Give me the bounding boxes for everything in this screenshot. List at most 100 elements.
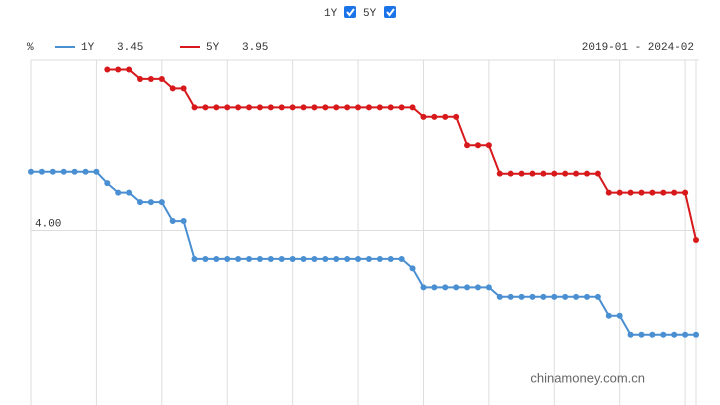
data-point xyxy=(289,104,296,111)
data-point xyxy=(474,284,481,291)
data-point xyxy=(551,170,558,177)
data-point xyxy=(191,255,198,262)
data-point xyxy=(660,331,667,338)
data-point xyxy=(49,168,56,175)
data-point xyxy=(605,189,612,196)
data-point xyxy=(573,293,580,300)
checkbox[interactable] xyxy=(344,6,356,18)
data-point xyxy=(104,66,111,73)
data-point xyxy=(376,255,383,262)
data-point xyxy=(267,104,274,111)
y-tick-label: 4.00 xyxy=(35,218,61,230)
data-point xyxy=(529,170,536,177)
data-point xyxy=(453,113,460,120)
data-point xyxy=(115,66,122,73)
data-point xyxy=(638,189,645,196)
series-line xyxy=(31,170,696,336)
data-point xyxy=(147,75,154,82)
data-point xyxy=(169,218,176,225)
data-point xyxy=(627,331,634,338)
data-point xyxy=(464,142,471,149)
data-point xyxy=(300,104,307,111)
data-point xyxy=(333,255,340,262)
data-point xyxy=(158,75,165,82)
data-point xyxy=(311,255,318,262)
data-point xyxy=(442,113,449,120)
data-point xyxy=(398,255,405,262)
data-point xyxy=(583,293,590,300)
toggle-label: 5Y xyxy=(363,8,377,20)
data-point xyxy=(507,170,514,177)
data-point xyxy=(71,168,78,175)
data-point xyxy=(671,189,678,196)
data-point xyxy=(28,168,34,175)
y-unit: % xyxy=(27,42,34,54)
data-point xyxy=(376,104,383,111)
data-point xyxy=(649,189,656,196)
data-point xyxy=(202,255,209,262)
data-point xyxy=(60,168,67,175)
data-point xyxy=(235,255,242,262)
data-point xyxy=(158,199,165,206)
data-point xyxy=(322,255,329,262)
data-point xyxy=(627,189,634,196)
data-point xyxy=(137,75,144,82)
data-point xyxy=(496,293,503,300)
data-point xyxy=(115,189,122,196)
data-point xyxy=(682,189,689,196)
data-point xyxy=(224,255,231,262)
data-point xyxy=(82,168,89,175)
data-point xyxy=(453,284,460,291)
data-point xyxy=(355,255,362,262)
check-mark xyxy=(386,8,395,17)
data-point xyxy=(464,284,471,291)
data-point xyxy=(365,104,372,111)
data-point xyxy=(485,284,492,291)
data-point xyxy=(420,113,427,120)
data-point xyxy=(300,255,307,262)
data-point xyxy=(191,104,198,111)
data-point xyxy=(365,255,372,262)
data-point xyxy=(311,104,318,111)
data-point xyxy=(224,104,231,111)
data-point xyxy=(398,104,405,111)
data-point xyxy=(246,255,253,262)
data-point xyxy=(573,170,580,177)
checkbox[interactable] xyxy=(384,6,396,18)
data-point xyxy=(529,293,536,300)
legend-label: 1Y xyxy=(81,42,95,54)
data-point xyxy=(246,104,253,111)
data-point xyxy=(420,284,427,291)
data-point xyxy=(278,255,285,262)
date-range: 2019-01 - 2024-02 xyxy=(582,42,694,54)
data-point xyxy=(431,113,438,120)
toggle-1y[interactable]: 1Y xyxy=(324,6,356,20)
data-point xyxy=(693,237,699,243)
data-point xyxy=(202,104,209,111)
data-point xyxy=(355,104,362,111)
legend-value: 3.45 xyxy=(117,42,143,54)
data-point xyxy=(562,170,569,177)
data-point xyxy=(660,189,667,196)
data-point xyxy=(213,255,220,262)
data-point xyxy=(137,199,144,206)
data-point xyxy=(638,331,645,338)
data-point xyxy=(126,189,133,196)
data-point xyxy=(235,104,242,111)
data-point xyxy=(289,255,296,262)
toggle-5y[interactable]: 5Y xyxy=(363,6,396,20)
data-point xyxy=(213,104,220,111)
data-point xyxy=(605,312,612,319)
check-mark xyxy=(346,8,355,17)
data-point xyxy=(278,104,285,111)
data-point xyxy=(180,85,187,92)
data-point xyxy=(562,293,569,300)
data-point xyxy=(322,104,329,111)
data-point xyxy=(496,170,503,177)
data-point xyxy=(474,142,481,149)
data-point xyxy=(333,104,340,111)
data-point xyxy=(344,104,351,111)
data-point xyxy=(344,255,351,262)
